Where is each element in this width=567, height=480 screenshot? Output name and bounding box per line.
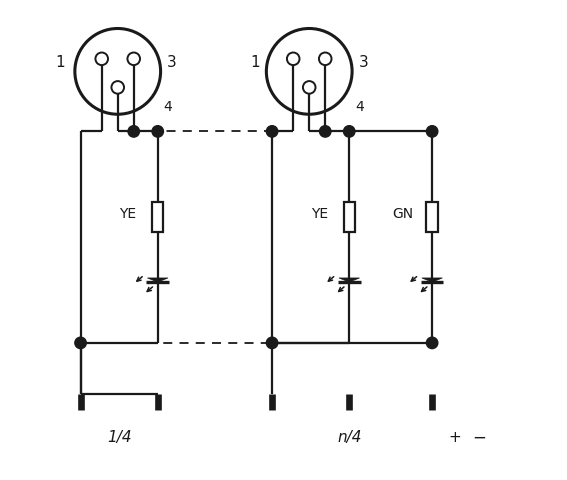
Bar [152, 202, 163, 232]
Circle shape [128, 126, 139, 137]
Text: 4: 4 [355, 100, 364, 114]
Text: 3: 3 [359, 55, 369, 70]
Circle shape [152, 126, 163, 137]
Text: 1: 1 [250, 55, 260, 70]
Circle shape [266, 126, 278, 137]
Circle shape [426, 126, 438, 137]
Text: 4: 4 [164, 100, 172, 114]
Bar [344, 202, 355, 232]
Polygon shape [339, 278, 359, 282]
Text: +: + [448, 430, 462, 444]
Text: 1: 1 [56, 55, 65, 70]
Circle shape [426, 337, 438, 348]
Text: −: − [472, 428, 486, 446]
Circle shape [75, 337, 86, 348]
Text: 3: 3 [167, 55, 177, 70]
Circle shape [266, 337, 278, 348]
Circle shape [344, 126, 355, 137]
Text: YE: YE [120, 207, 137, 221]
Text: YE: YE [311, 207, 328, 221]
Polygon shape [147, 278, 168, 282]
Circle shape [320, 126, 331, 137]
Bar [426, 202, 438, 232]
Text: 1/4: 1/4 [107, 430, 132, 444]
Polygon shape [422, 278, 442, 282]
Text: GN: GN [392, 207, 413, 221]
Text: n/4: n/4 [337, 430, 362, 444]
